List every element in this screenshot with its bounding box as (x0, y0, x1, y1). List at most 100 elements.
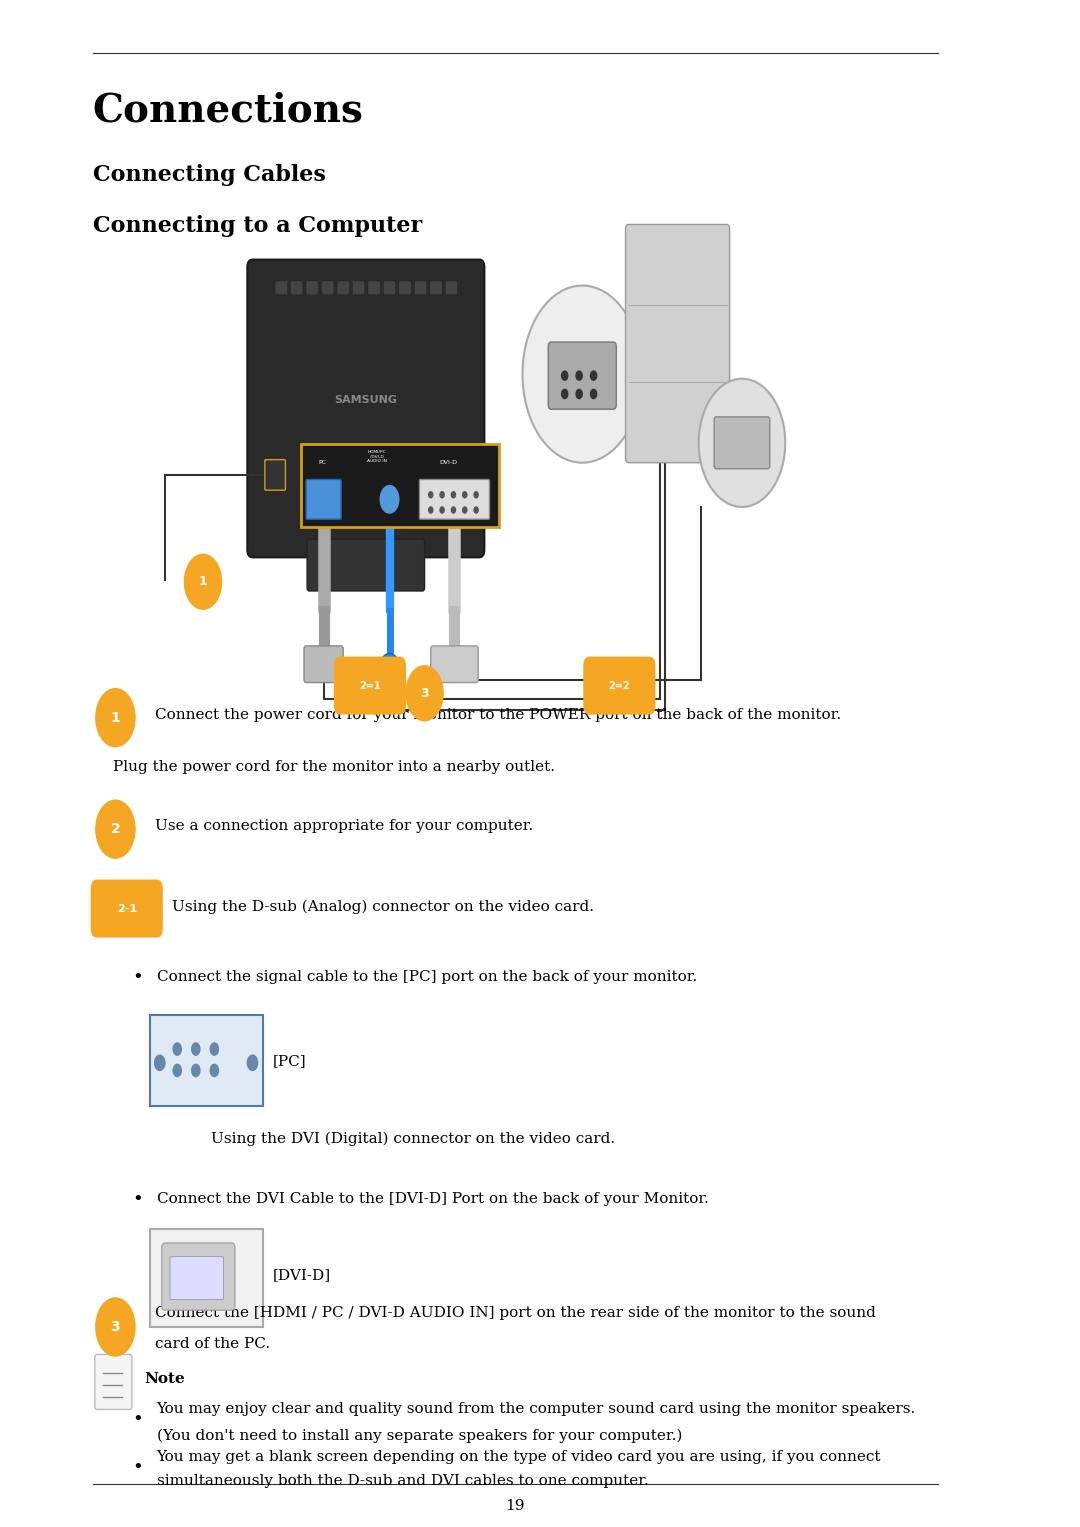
Text: Connect the [HDMI / PC / DVI-D AUDIO IN] port on the rear side of the monitor to: Connect the [HDMI / PC / DVI-D AUDIO IN]… (154, 1306, 876, 1321)
FancyBboxPatch shape (306, 479, 341, 519)
FancyBboxPatch shape (445, 281, 458, 295)
Text: simultaneously both the D-sub and DVI cables to one computer.: simultaneously both the D-sub and DVI ca… (157, 1474, 648, 1489)
Text: You may enjoy clear and quality sound from the computer sound card using the mon: You may enjoy clear and quality sound fr… (157, 1402, 916, 1417)
Circle shape (173, 1064, 181, 1077)
Circle shape (154, 1055, 165, 1070)
Text: 19: 19 (505, 1498, 525, 1513)
Circle shape (379, 654, 400, 684)
FancyBboxPatch shape (150, 1015, 262, 1106)
Text: Connect the DVI Cable to the [DVI-D] Port on the back of your Monitor.: Connect the DVI Cable to the [DVI-D] Por… (157, 1191, 708, 1206)
Circle shape (576, 371, 582, 380)
Circle shape (96, 689, 135, 747)
Circle shape (462, 492, 467, 498)
Text: Connect the power cord for your monitor to the POWER port on the back of the mon: Connect the power cord for your monitor … (154, 707, 840, 722)
FancyBboxPatch shape (303, 646, 343, 683)
Circle shape (562, 389, 568, 399)
FancyBboxPatch shape (306, 281, 319, 295)
Circle shape (406, 666, 443, 721)
FancyBboxPatch shape (291, 281, 303, 295)
Text: SAMSUNG: SAMSUNG (335, 395, 397, 405)
Circle shape (429, 507, 433, 513)
Circle shape (191, 1064, 200, 1077)
FancyBboxPatch shape (322, 281, 334, 295)
Text: 3: 3 (110, 1319, 120, 1335)
FancyBboxPatch shape (368, 281, 380, 295)
Text: HDMI/PC
/DVI-D
AUDIO IN: HDMI/PC /DVI-D AUDIO IN (367, 450, 387, 463)
Text: Note: Note (145, 1371, 185, 1387)
Circle shape (380, 486, 399, 513)
Text: (You don't need to install any separate speakers for your computer.): (You don't need to install any separate … (157, 1428, 681, 1443)
Circle shape (591, 371, 596, 380)
Circle shape (591, 389, 596, 399)
FancyBboxPatch shape (275, 281, 287, 295)
Text: Connect the signal cable to the [PC] port on the back of your monitor.: Connect the signal cable to the [PC] por… (157, 970, 697, 985)
Text: DVI-D: DVI-D (440, 460, 457, 466)
Text: [PC]: [PC] (273, 1054, 307, 1069)
FancyBboxPatch shape (419, 479, 489, 519)
FancyBboxPatch shape (95, 1354, 132, 1409)
FancyBboxPatch shape (170, 1257, 224, 1299)
Circle shape (474, 492, 478, 498)
Text: Using the D-sub (Analog) connector on the video card.: Using the D-sub (Analog) connector on th… (172, 899, 594, 915)
Circle shape (474, 507, 478, 513)
Circle shape (451, 507, 456, 513)
Circle shape (96, 1298, 135, 1356)
Circle shape (185, 554, 221, 609)
Text: •: • (132, 1190, 143, 1208)
Text: 1: 1 (110, 710, 120, 725)
Circle shape (247, 1055, 258, 1070)
Text: Using the DVI (Digital) connector on the video card.: Using the DVI (Digital) connector on the… (212, 1132, 616, 1147)
Text: Connecting Cables: Connecting Cables (93, 165, 326, 186)
FancyBboxPatch shape (265, 460, 285, 490)
FancyBboxPatch shape (301, 444, 499, 527)
FancyBboxPatch shape (383, 281, 395, 295)
FancyBboxPatch shape (430, 281, 442, 295)
FancyBboxPatch shape (334, 657, 406, 715)
FancyBboxPatch shape (91, 880, 163, 938)
Circle shape (211, 1064, 218, 1077)
Text: •: • (132, 1409, 143, 1428)
Circle shape (440, 492, 444, 498)
Text: Plug the power cord for the monitor into a nearby outlet.: Plug the power cord for the monitor into… (113, 759, 555, 774)
Text: 3: 3 (420, 687, 429, 699)
Text: 2-1: 2-1 (117, 904, 137, 913)
FancyBboxPatch shape (399, 281, 411, 295)
Circle shape (440, 507, 444, 513)
Circle shape (699, 379, 785, 507)
Circle shape (576, 389, 582, 399)
Circle shape (429, 492, 433, 498)
FancyBboxPatch shape (162, 1243, 235, 1310)
Circle shape (173, 1043, 181, 1055)
Text: [DVI-D]: [DVI-D] (273, 1267, 332, 1283)
Text: You may get a blank screen depending on the type of video card you are using, if: You may get a blank screen depending on … (157, 1449, 881, 1464)
Circle shape (96, 800, 135, 858)
FancyBboxPatch shape (714, 417, 770, 469)
Text: Use a connection appropriate for your computer.: Use a connection appropriate for your co… (154, 818, 532, 834)
FancyBboxPatch shape (583, 657, 656, 715)
Text: 1: 1 (199, 576, 207, 588)
Circle shape (211, 1043, 218, 1055)
FancyBboxPatch shape (247, 260, 484, 557)
Text: 2=1: 2=1 (360, 681, 381, 690)
Text: •: • (132, 1458, 143, 1477)
Circle shape (191, 1043, 200, 1055)
Text: 2: 2 (110, 822, 120, 837)
FancyBboxPatch shape (431, 646, 478, 683)
Circle shape (451, 492, 456, 498)
Text: •: • (132, 968, 143, 986)
Text: Connections: Connections (93, 92, 364, 130)
FancyBboxPatch shape (337, 281, 349, 295)
FancyBboxPatch shape (549, 342, 617, 409)
Text: card of the PC.: card of the PC. (154, 1336, 270, 1351)
Circle shape (462, 507, 467, 513)
Text: PC: PC (319, 460, 326, 466)
Text: 2=2: 2=2 (608, 681, 630, 690)
Text: Connecting to a Computer: Connecting to a Computer (93, 215, 422, 237)
FancyBboxPatch shape (150, 1229, 262, 1327)
FancyBboxPatch shape (415, 281, 427, 295)
Circle shape (523, 286, 642, 463)
FancyBboxPatch shape (625, 224, 730, 463)
Circle shape (562, 371, 568, 380)
FancyBboxPatch shape (307, 539, 424, 591)
FancyBboxPatch shape (352, 281, 365, 295)
